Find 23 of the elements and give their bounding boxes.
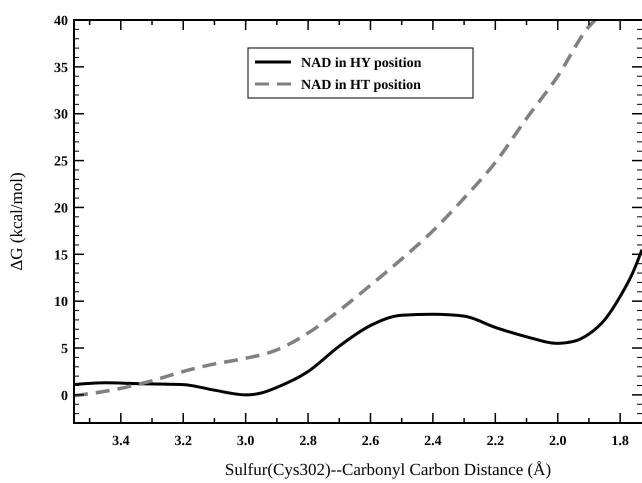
y-axis-title: ΔG (kcal/mol) <box>7 172 26 271</box>
y-tick-label: 40 <box>54 14 68 29</box>
legend-label: NAD in HY position <box>301 56 422 71</box>
x-tick-label: 2.6 <box>362 434 380 449</box>
x-tick-label: 2.2 <box>486 434 504 449</box>
y-tick-label: 35 <box>54 60 68 76</box>
y-tick-label: 10 <box>54 295 68 310</box>
x-tick-label: 1.8 <box>611 434 629 449</box>
legend-label: NAD in HT position <box>301 78 422 93</box>
x-tick-label: 3.4 <box>112 434 130 449</box>
x-tick-label: 2.4 <box>424 434 442 449</box>
y-tick-label: 5 <box>61 342 68 358</box>
line-series <box>74 20 597 398</box>
x-tick-label: 2.0 <box>548 434 566 449</box>
y-tick-label: 30 <box>54 108 68 123</box>
x-tick-label: 3.0 <box>236 434 254 449</box>
y-tick-label: 15 <box>54 248 68 264</box>
x-axis-title: Sulfur(Cys302)--Carbonyl Carbon Distance (Å) <box>224 460 552 479</box>
x-tick-label: 2.8 <box>299 434 317 449</box>
y-tick-label: 25 <box>54 154 68 170</box>
y-tick-label: 20 <box>54 201 68 216</box>
x-tick-label: 3.2 <box>174 434 192 449</box>
y-tick-label: 0 <box>61 388 68 404</box>
